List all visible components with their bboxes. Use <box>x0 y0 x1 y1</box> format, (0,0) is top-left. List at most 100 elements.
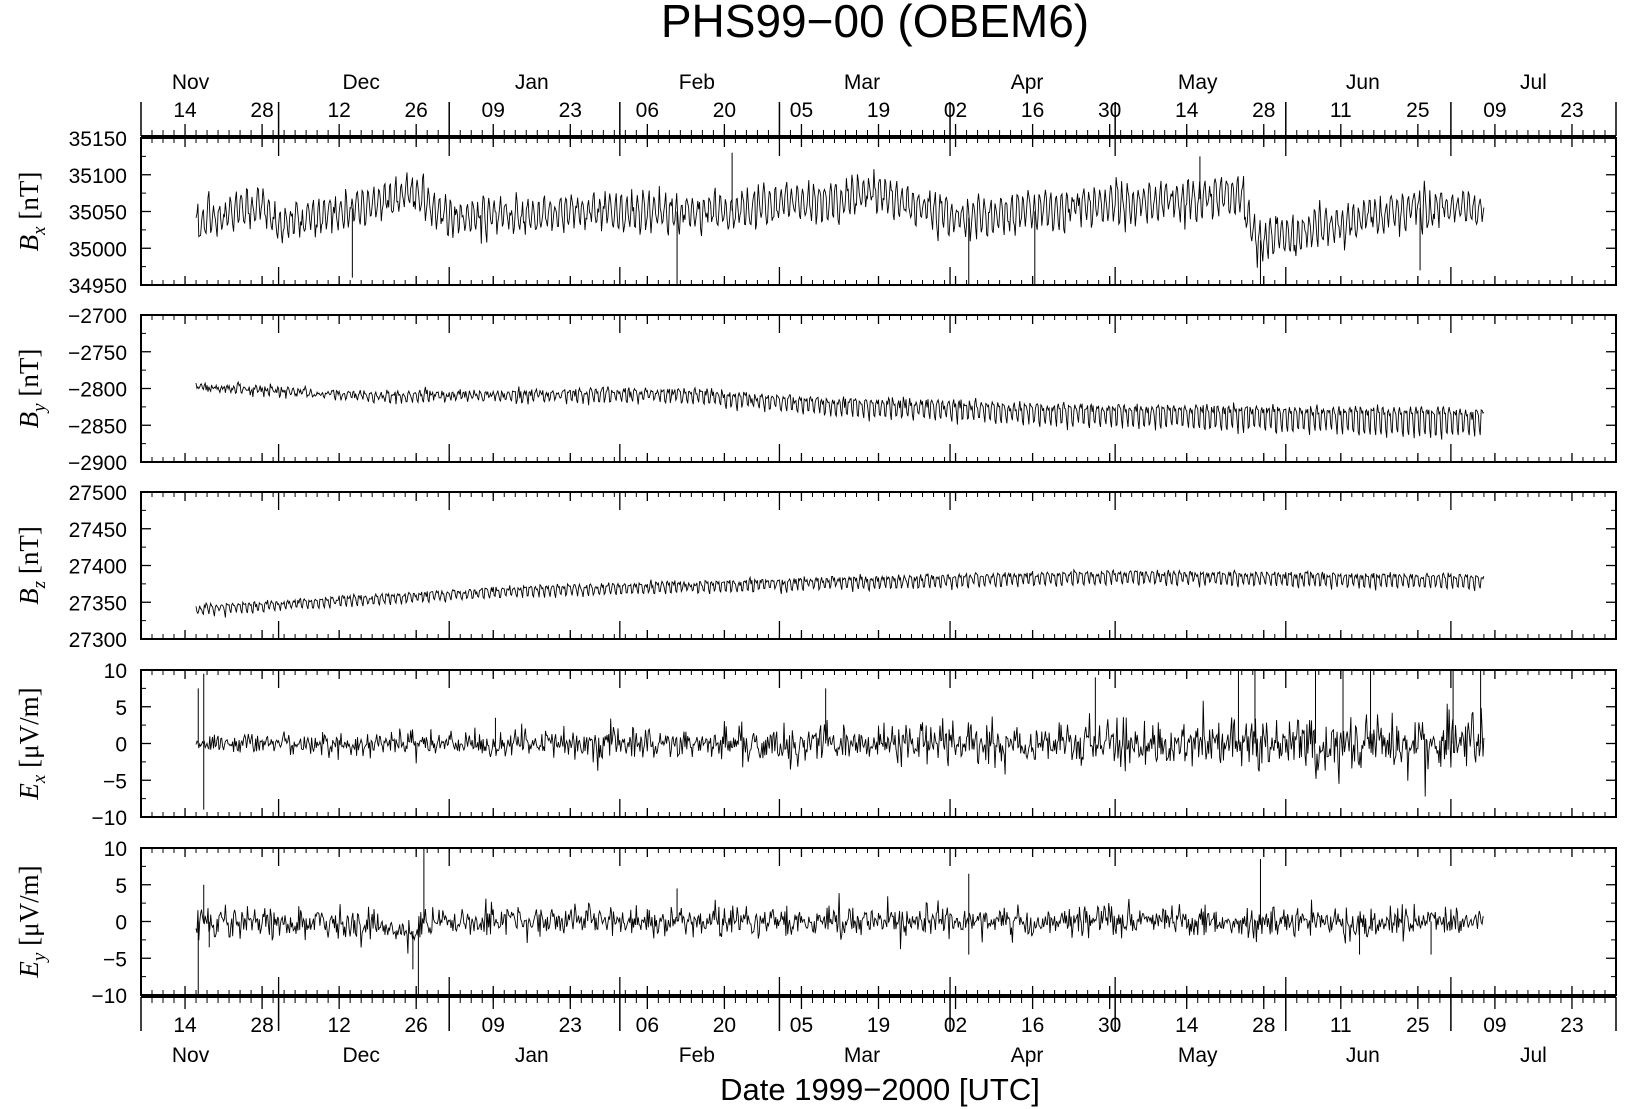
panel-by-ylabel-subscript: y <box>29 403 50 414</box>
top-axis-month-label: May <box>1178 71 1218 94</box>
bottom-axis-day-label: 14 <box>1175 1014 1199 1037</box>
panel-bx-ylabel-subscript: x <box>29 226 50 236</box>
top-axis-day-label: 28 <box>250 99 273 122</box>
panel-ex-ytick-label: 0 <box>115 734 127 757</box>
panel-ey-ytick-label: −5 <box>103 948 127 971</box>
panel-bx-ytick-label: 35100 <box>69 165 127 188</box>
panel-ex: −10 −5 0 5 10 Ex [μV/m] <box>14 660 1617 830</box>
panel-ey: −10 −5 0 5 10 Ey [μV/m] <box>14 838 1617 1008</box>
panel-by-ylabel-symbol: B <box>14 412 44 429</box>
x-axis-label: Date 1999−2000 [UTC] <box>720 1072 1040 1107</box>
top-axis-day-label: 19 <box>867 99 890 122</box>
panel-ey-trace <box>195 893 1484 954</box>
top-axis-day-label: 14 <box>1175 99 1199 122</box>
bottom-axis-day-label: 28 <box>1252 1014 1275 1037</box>
bottom-axis-day-label: 23 <box>1560 1014 1583 1037</box>
panel-ex-ylabel: Ex [μV/m] <box>14 687 50 800</box>
top-axis-day-label: 11 <box>1330 99 1352 122</box>
panel-ex-frame <box>140 669 1617 818</box>
panel-by-ylabel-unit: [nT] <box>14 349 44 404</box>
bottom-axis-day-label: 16 <box>1021 1014 1044 1037</box>
bottom-axis-day-label: 05 <box>790 1014 813 1037</box>
panel-bz-ylabel-unit: [nT] <box>14 526 44 581</box>
panels: 34950 35000 35050 35100 35150 Bx [nT] −2900 −28… <box>14 128 1617 1008</box>
panel-ey-ylabel-unit: [μV/m] <box>14 865 44 952</box>
top-axis-day-label: 14 <box>173 99 197 122</box>
panel-bx: 34950 35000 35050 35100 35150 Bx [nT] <box>14 128 1617 298</box>
panel-bx-ytick-label: 35150 <box>69 128 127 151</box>
bottom-axis-day-label: 25 <box>1406 1014 1429 1037</box>
panel-ey-ytick-label: 0 <box>115 912 127 935</box>
top-axis-month-label: Jul <box>1520 71 1547 94</box>
panel-ex-ytick-label: 5 <box>115 697 127 720</box>
bottom-axis-month-label: Feb <box>679 1044 715 1067</box>
bottom-axis-month-label: Jul <box>1520 1044 1547 1067</box>
panel-bx-ytick-label: 34950 <box>69 275 127 298</box>
top-axis-day-label: 05 <box>790 99 813 122</box>
panel-ex-ytick-label: 10 <box>104 660 127 683</box>
panel-bz-ylabel: Bz [nT] <box>14 526 50 605</box>
top-axis-month-label: Mar <box>844 71 880 94</box>
panel-ex-ylabel-unit: [μV/m] <box>14 687 44 774</box>
panel-ey-ytick-label: 10 <box>104 838 127 861</box>
panel-bx-ytick-label: 35000 <box>69 238 127 261</box>
panel-bz-frame <box>140 491 1617 640</box>
panel-ey-ylabel: Ey [μV/m] <box>14 865 50 978</box>
bottom-axis-month-label: May <box>1178 1044 1218 1067</box>
panel-bz-ytick-label: 27450 <box>69 519 127 542</box>
top-axis-month-label: Nov <box>172 71 210 94</box>
panel-by-ytick-label: −2900 <box>68 452 127 475</box>
top-date-axis: 14 28 12 26 09 23 06 20 05 19 02 16 30 14 28 11 25 09 23 No… <box>140 71 1617 137</box>
panel-bx-trace <box>195 169 1485 268</box>
panel-bz-ytick-label: 27350 <box>69 592 127 615</box>
panel-bz-ytick-label: 27400 <box>69 556 127 579</box>
panel-bz: 27300 27350 27400 27450 27500 Bz [nT] <box>14 482 1617 652</box>
top-axis-day-label: 23 <box>1560 99 1583 122</box>
top-axis-day-label: 06 <box>636 99 659 122</box>
panel-ey-ylabel-symbol: E <box>14 961 44 979</box>
bottom-axis-day-label: 12 <box>327 1014 350 1037</box>
panel-ex-ytick-label: −10 <box>91 807 127 830</box>
panel-ex-ylabel-symbol: E <box>14 783 44 801</box>
bottom-axis-day-label: 28 <box>250 1014 273 1037</box>
panel-bz-ylabel-subscript: z <box>29 580 50 589</box>
top-axis-day-label: 12 <box>327 99 350 122</box>
panel-by-ytick-label: −2850 <box>68 415 127 438</box>
panel-bx-ylabel-symbol: B <box>14 235 44 252</box>
bottom-axis-month-label: Jun <box>1346 1044 1380 1067</box>
panel-by-ylabel: By [nT] <box>14 349 50 429</box>
top-axis-month-label: Jun <box>1346 71 1380 94</box>
top-axis-day-label: 02 <box>944 99 967 122</box>
top-axis-day-label: 16 <box>1021 99 1044 122</box>
bottom-axis-month-label: Jan <box>515 1044 549 1067</box>
bottom-axis-month-label: Apr <box>1011 1044 1044 1067</box>
panel-bz-ylabel-symbol: B <box>14 588 44 605</box>
top-axis-month-label: Jan <box>515 71 549 94</box>
bottom-axis-day-label: 30 <box>1098 1014 1121 1037</box>
bottom-axis-month-label: Nov <box>172 1044 210 1067</box>
bottom-axis-day-label: 14 <box>173 1014 197 1037</box>
top-axis-day-label: 28 <box>1252 99 1275 122</box>
top-axis-day-label: 09 <box>1483 99 1506 122</box>
bottom-axis-day-label: 23 <box>559 1014 582 1037</box>
panel-bx-frame <box>140 137 1617 286</box>
panel-by-trace <box>195 380 1485 440</box>
top-axis-month-label: Feb <box>679 71 715 94</box>
panel-by-ytick-label: −2700 <box>68 305 127 328</box>
top-axis-day-label: 23 <box>559 99 582 122</box>
top-axis-day-label: 25 <box>1406 99 1429 122</box>
bottom-axis-day-label: 09 <box>1483 1014 1506 1037</box>
panel-by-ytick-label: −2750 <box>68 342 127 365</box>
bottom-date-axis: 14 28 12 26 09 23 06 20 05 19 02 16 30 14 28 11 25 09 23 No… <box>140 996 1617 1067</box>
panel-ex-ylabel-subscript: x <box>29 774 50 784</box>
bottom-axis-day-label: 06 <box>636 1014 659 1037</box>
bottom-axis-day-label: 26 <box>405 1014 428 1037</box>
top-axis-day-label: 20 <box>713 99 736 122</box>
top-axis-day-label: 30 <box>1098 99 1121 122</box>
top-axis-month-label: Dec <box>342 71 379 94</box>
chart-title: PHS99−00 (OBEM6) <box>661 0 1089 47</box>
panel-by-frame <box>140 314 1617 463</box>
bottom-axis-month-label: Dec <box>342 1044 379 1067</box>
bottom-axis-day-label: 09 <box>482 1014 505 1037</box>
